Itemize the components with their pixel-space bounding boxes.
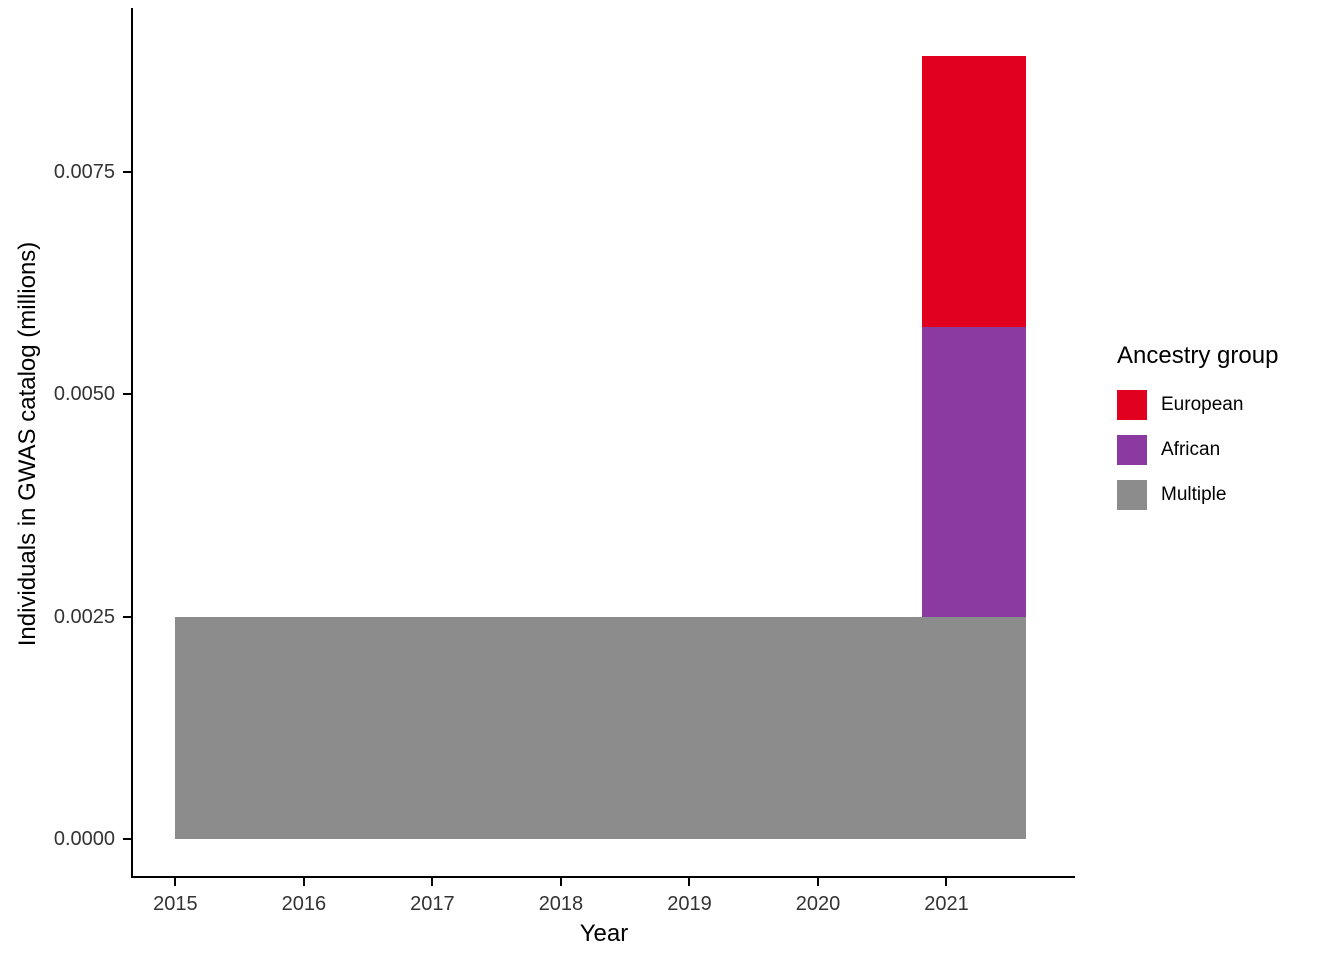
y-axis-title: Individuals in GWAS catalog (millions)	[14, 241, 41, 647]
legend-swatch-african	[1117, 435, 1147, 465]
y-axis-tick-mark	[123, 170, 131, 173]
legend-entry-european: European	[1117, 390, 1278, 420]
y-axis-tick-label: 0.0075	[53, 160, 115, 183]
legend-label-multiple: Multiple	[1161, 484, 1227, 505]
x-axis-tick-mark	[431, 878, 434, 886]
y-axis-tick-mark	[123, 615, 131, 618]
x-axis-tick-label: 2017	[410, 893, 455, 915]
x-axis-tick-mark	[174, 878, 177, 886]
x-axis-tick-mark	[816, 878, 819, 886]
legend-label-african: African	[1161, 439, 1221, 460]
legend-entry-african: African	[1117, 435, 1278, 465]
legend-entry-multiple: Multiple	[1117, 480, 1278, 510]
x-axis-tick-label: 2015	[153, 893, 198, 915]
y-axis-tick-label: 0.0025	[53, 605, 115, 628]
x-axis-line	[131, 876, 1075, 878]
x-axis-tick-label: 2020	[795, 893, 841, 915]
bar-african	[922, 327, 1027, 617]
x-axis-tick-label: 2018	[538, 893, 584, 915]
legend-title: Ancestry group	[1117, 342, 1279, 369]
y-axis-tick-mark	[123, 393, 131, 396]
y-axis-tick-label: 0.0050	[53, 383, 115, 406]
x-axis-tick-mark	[945, 878, 948, 886]
legend-swatch-multiple	[1117, 480, 1147, 510]
legend: Ancestry group European African Multiple	[1117, 342, 1278, 525]
x-axis-tick-label: 2021	[924, 893, 969, 915]
legend-swatch-european	[1117, 390, 1147, 420]
x-axis-tick-label: 2019	[667, 893, 712, 915]
bar-multiple	[175, 616, 1027, 839]
y-axis-tick-mark	[123, 837, 131, 840]
x-axis-title: Year	[579, 920, 629, 947]
x-axis-tick-mark	[559, 878, 562, 886]
x-axis-tick-label: 2016	[281, 893, 327, 915]
bar-european	[922, 56, 1027, 328]
x-axis-tick-mark	[688, 878, 691, 886]
x-axis-tick-mark	[302, 878, 305, 886]
legend-label-european: European	[1161, 394, 1244, 415]
y-axis-tick-label: 0.0000	[53, 827, 115, 850]
y-axis-line	[131, 8, 133, 878]
